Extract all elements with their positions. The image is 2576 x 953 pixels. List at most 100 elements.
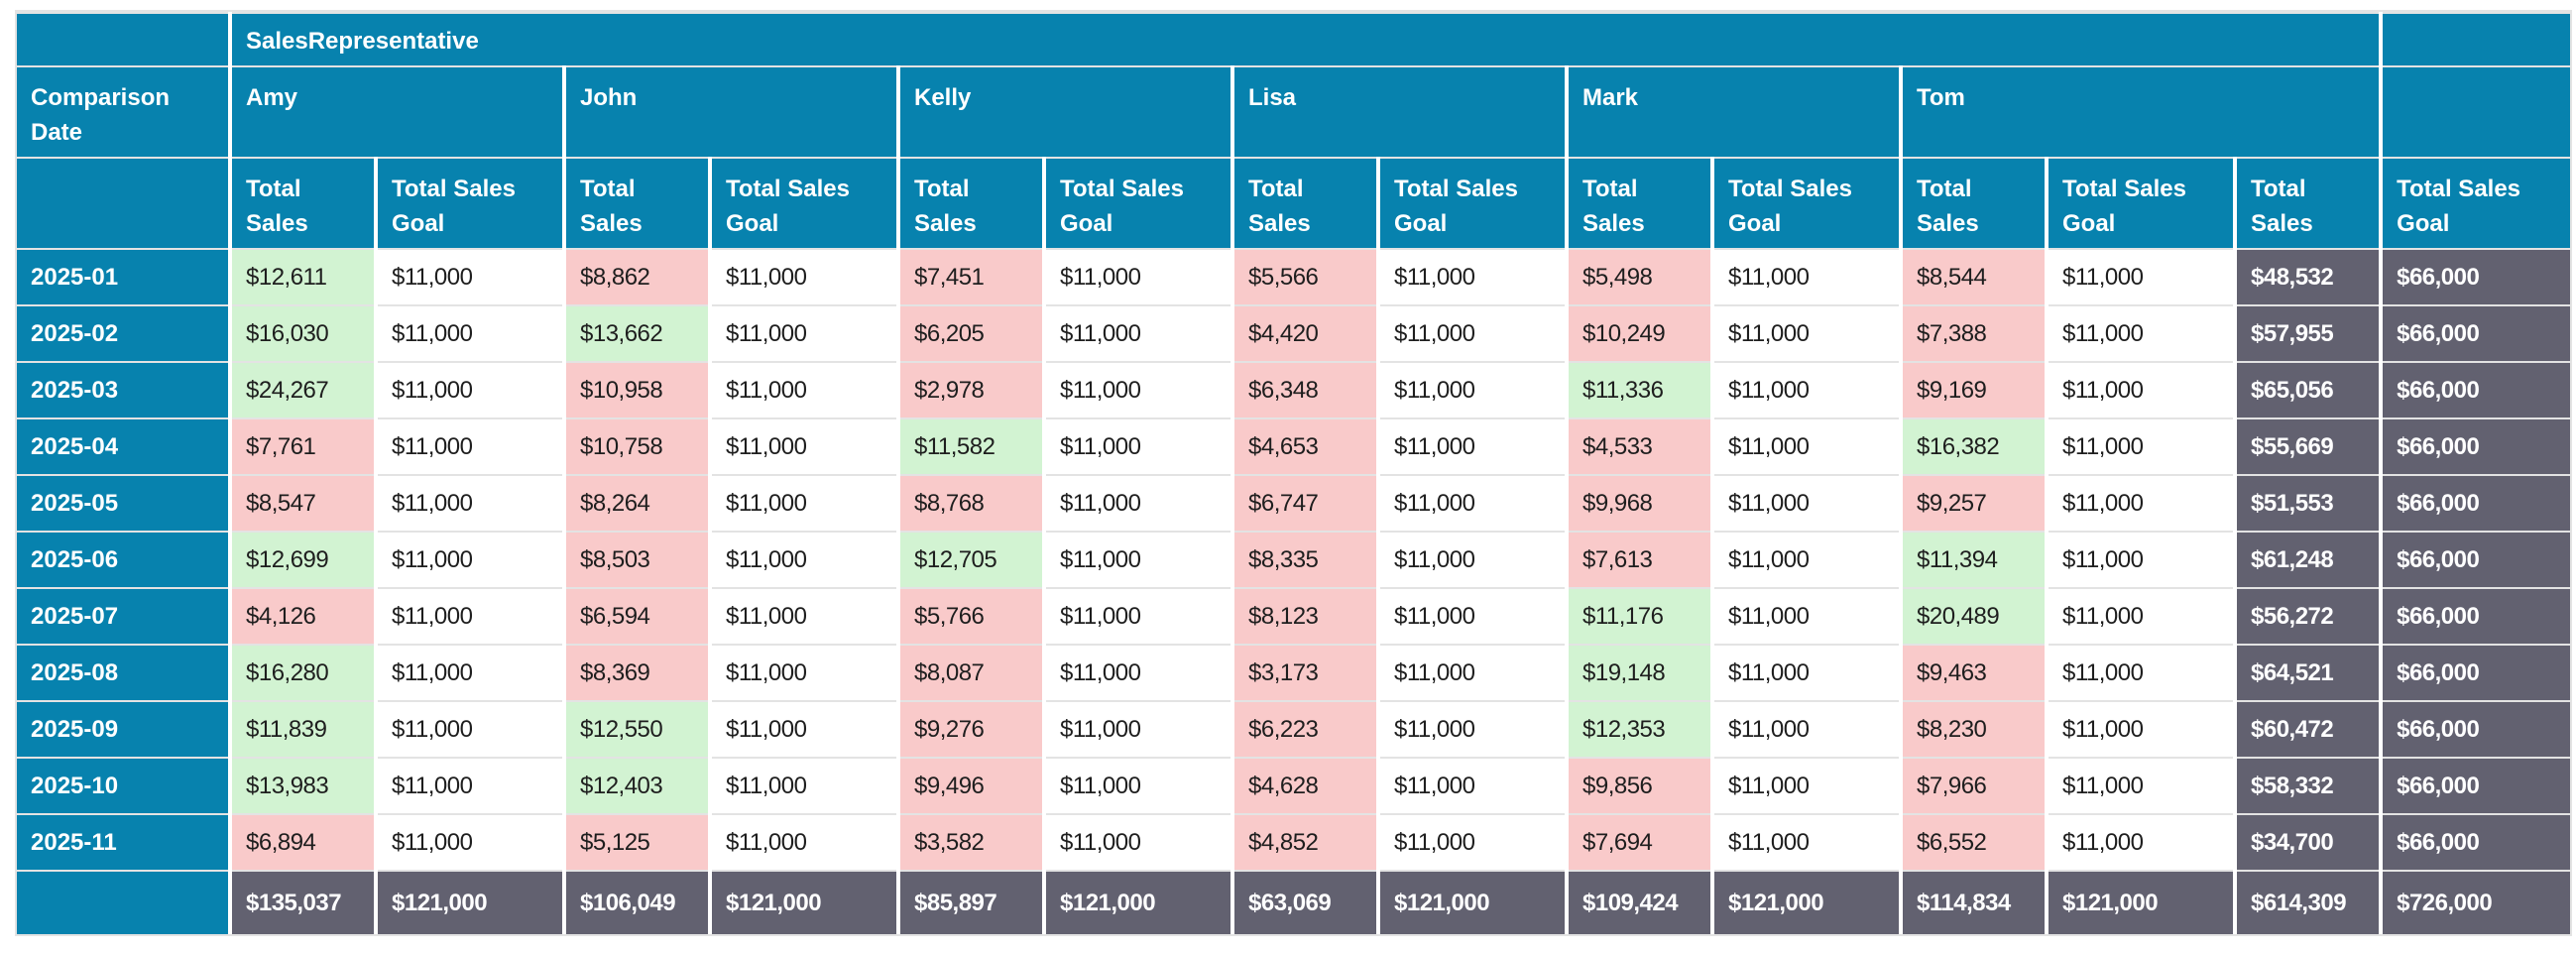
sales-cell-john: $8,369: [562, 644, 710, 701]
sales-cell-amy: $12,699: [228, 531, 376, 588]
table-row: 2025-10 $13,983 $11,000 $12,403 $11,000 $9,49…: [17, 757, 2571, 814]
sales-cell-mark: $7,613: [1565, 531, 1712, 588]
goal-cell-lisa: $11,000: [1376, 304, 1567, 362]
goal-cell-john: $11,000: [708, 757, 898, 814]
goal-cell-john: $11,000: [708, 813, 898, 871]
sales-cell-mark: $19,148: [1565, 644, 1712, 701]
row-label: 2025-04: [17, 417, 230, 475]
sales-cell-kelly: $2,978: [896, 361, 1044, 418]
metric-header-lisa-sales: Total Sales: [1230, 157, 1378, 249]
sales-cell-mark: $5,498: [1565, 248, 1712, 305]
row-label: 2025-11: [17, 813, 230, 871]
column-total-goal-cell-kelly: $121,000: [1042, 870, 1232, 934]
goal-cell-amy: $11,000: [374, 644, 564, 701]
goal-cell-lisa: $11,000: [1376, 587, 1567, 645]
table-body: 2025-01 $12,611 $11,000 $8,862 $11,000 $7,451…: [17, 248, 2571, 934]
column-total-sales-cell-mark: $109,424: [1565, 870, 1712, 934]
table-row: 2025-09 $11,839 $11,000 $12,550 $11,000 $9,27…: [17, 700, 2571, 758]
goal-cell-lisa: $11,000: [1376, 361, 1567, 418]
group-header-lisa: Lisa: [1230, 65, 1567, 158]
metric-header-spacer-cell: [17, 157, 230, 249]
sales-cell-tom: $8,544: [1899, 248, 2047, 305]
row-total-goal-cell: $66,000: [2379, 474, 2571, 532]
metric-header-tom-sales: Total Sales: [1899, 157, 2047, 249]
sales-cell-mark: $9,856: [1565, 757, 1712, 814]
table-row: 2025-06 $12,699 $11,000 $8,503 $11,000 $12,70…: [17, 531, 2571, 588]
goal-cell-tom: $11,000: [2045, 531, 2235, 588]
sales-cell-mark: $4,533: [1565, 417, 1712, 475]
sales-cell-tom: $7,388: [1899, 304, 2047, 362]
table-row: 2025-11 $6,894 $11,000 $5,125 $11,000 $3,582 $…: [17, 813, 2571, 871]
row-label: 2025-03: [17, 361, 230, 418]
sales-cell-amy: $13,983: [228, 757, 376, 814]
sales-cell-lisa: $8,335: [1230, 531, 1378, 588]
table-row: 2025-02 $16,030 $11,000 $13,662 $11,000 $6,20…: [17, 304, 2571, 362]
metric-header-grand-goal: Total Sales Goal: [2379, 157, 2571, 249]
column-total-sales-cell-lisa: $63,069: [1230, 870, 1378, 934]
sales-cell-amy: $16,280: [228, 644, 376, 701]
sales-cell-amy: $7,761: [228, 417, 376, 475]
row-total-sales-cell: $34,700: [2232, 813, 2382, 871]
goal-cell-mark: $11,000: [1710, 757, 1901, 814]
sales-cell-kelly: $8,768: [896, 474, 1044, 532]
table-row: 2025-03 $24,267 $11,000 $10,958 $11,000 $2,97…: [17, 361, 2571, 418]
row-label: 2025-02: [17, 304, 230, 362]
goal-cell-lisa: $11,000: [1376, 531, 1567, 588]
sales-cell-lisa: $6,223: [1230, 700, 1378, 758]
goal-cell-amy: $11,000: [374, 757, 564, 814]
column-total-goal-cell-amy: $121,000: [374, 870, 564, 934]
goal-cell-mark: $11,000: [1710, 474, 1901, 532]
goal-cell-tom: $11,000: [2045, 757, 2235, 814]
sales-cell-kelly: $6,205: [896, 304, 1044, 362]
column-total-goal-cell-john: $121,000: [708, 870, 898, 934]
group-header-john: John: [562, 65, 898, 158]
sales-cell-mark: $7,694: [1565, 813, 1712, 871]
sales-cell-tom: $6,552: [1899, 813, 2047, 871]
goal-cell-mark: $11,000: [1710, 417, 1901, 475]
group-header-spacer-cell: [2379, 65, 2571, 158]
metric-header-lisa-goal: Total Sales Goal: [1376, 157, 1567, 249]
sales-cell-amy: $11,839: [228, 700, 376, 758]
sales-cell-amy: $12,611: [228, 248, 376, 305]
table-row: 2025-08 $16,280 $11,000 $8,369 $11,000 $8,087…: [17, 644, 2571, 701]
metric-header-john-goal: Total Sales Goal: [708, 157, 898, 249]
goal-cell-kelly: $11,000: [1042, 700, 1232, 758]
goal-cell-amy: $11,000: [374, 248, 564, 305]
sales-cell-mark: $9,968: [1565, 474, 1712, 532]
goal-cell-tom: $11,000: [2045, 248, 2235, 305]
goal-cell-mark: $11,000: [1710, 531, 1901, 588]
sales-cell-lisa: $4,628: [1230, 757, 1378, 814]
row-total-goal-cell: $66,000: [2379, 417, 2571, 475]
goal-cell-john: $11,000: [708, 361, 898, 418]
row-total-sales-cell: $57,955: [2232, 304, 2382, 362]
metric-header-john-sales: Total Sales: [562, 157, 710, 249]
metric-header-grand-sales: Total Sales: [2232, 157, 2382, 249]
row-label: 2025-10: [17, 757, 230, 814]
row-label: 2025-05: [17, 474, 230, 532]
sales-cell-mark: $11,176: [1565, 587, 1712, 645]
goal-cell-mark: $11,000: [1710, 304, 1901, 362]
grand-total-row-label: [17, 870, 230, 934]
table-row: 2025-01 $12,611 $11,000 $8,862 $11,000 $7,451…: [17, 248, 2571, 305]
dimension-header-row: SalesRepresentative: [17, 12, 2571, 66]
goal-cell-tom: $11,000: [2045, 304, 2235, 362]
row-label: 2025-01: [17, 248, 230, 305]
sales-cell-john: $5,125: [562, 813, 710, 871]
row-total-sales-cell: $51,553: [2232, 474, 2382, 532]
row-total-sales-cell: $64,521: [2232, 644, 2382, 701]
group-header-kelly: Kelly: [896, 65, 1232, 158]
sales-cell-amy: $24,267: [228, 361, 376, 418]
goal-cell-john: $11,000: [708, 417, 898, 475]
corner-cell: [17, 12, 230, 66]
row-total-goal-cell: $66,000: [2379, 813, 2571, 871]
sales-cell-kelly: $12,705: [896, 531, 1044, 588]
row-total-sales-cell: $61,248: [2232, 531, 2382, 588]
goal-cell-amy: $11,000: [374, 700, 564, 758]
goal-cell-john: $11,000: [708, 644, 898, 701]
sales-cell-tom: $7,966: [1899, 757, 2047, 814]
sales-cell-kelly: $3,582: [896, 813, 1044, 871]
grand-total-sales-cell: $614,309: [2232, 870, 2382, 934]
goal-cell-john: $11,000: [708, 248, 898, 305]
metric-header-amy-goal: Total Sales Goal: [374, 157, 564, 249]
sales-cell-mark: $10,249: [1565, 304, 1712, 362]
